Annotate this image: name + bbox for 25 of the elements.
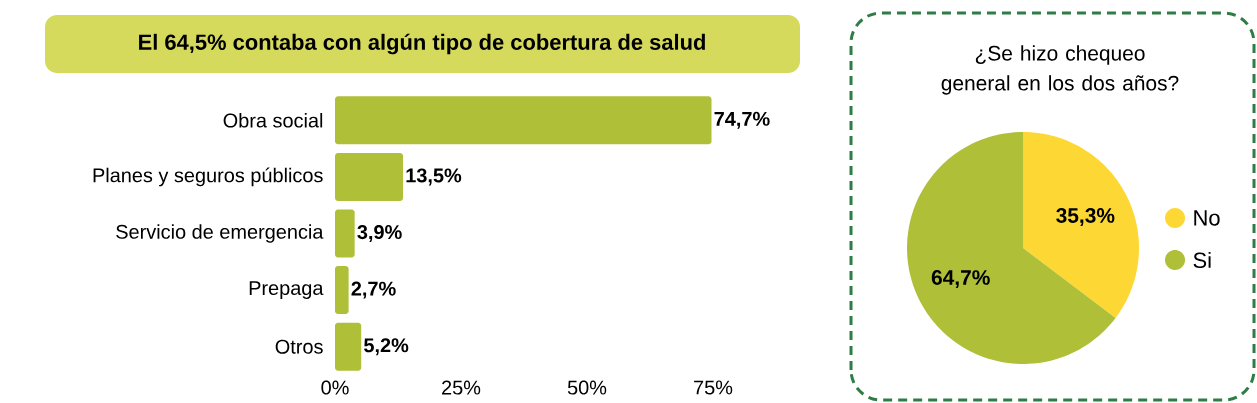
chart-title: ¿Se hizo chequeo general en los dos años?: [941, 45, 1179, 95]
x-tick-label: 75%: [694, 380, 733, 395]
x-tick-label: 0%: [321, 380, 349, 395]
data-label: 5,2%: [364, 338, 409, 356]
x-tick-label: 50%: [567, 380, 607, 395]
y-tick-label: Servicio de emergencia: [116, 224, 324, 243]
data-label: 35,3%: [1056, 208, 1115, 226]
chart-title: El 64,5% contaba con algún tipo de cobertura de salud: [139, 33, 705, 55]
bar: [335, 322, 362, 371]
x-tick-label: 25%: [442, 380, 481, 395]
bar: [335, 152, 404, 201]
legend-label: Si: [1193, 251, 1211, 269]
bar: [335, 96, 712, 145]
data-label: 2,7%: [351, 281, 396, 299]
y-tick-label: Prepaga: [249, 281, 324, 300]
data-label: 74,7%: [714, 111, 770, 129]
data-label: 13,5%: [406, 168, 462, 186]
data-label: 3,9%: [357, 225, 402, 242]
bar: [335, 209, 355, 258]
data-label: 64,7%: [931, 270, 990, 288]
y-tick-label: Planes y seguros públicos: [93, 167, 323, 187]
legend-label: No: [1194, 210, 1220, 226]
y-tick-label: Otros: [275, 339, 323, 354]
y-tick-label: Obra social: [223, 112, 323, 128]
bar: [335, 266, 349, 315]
